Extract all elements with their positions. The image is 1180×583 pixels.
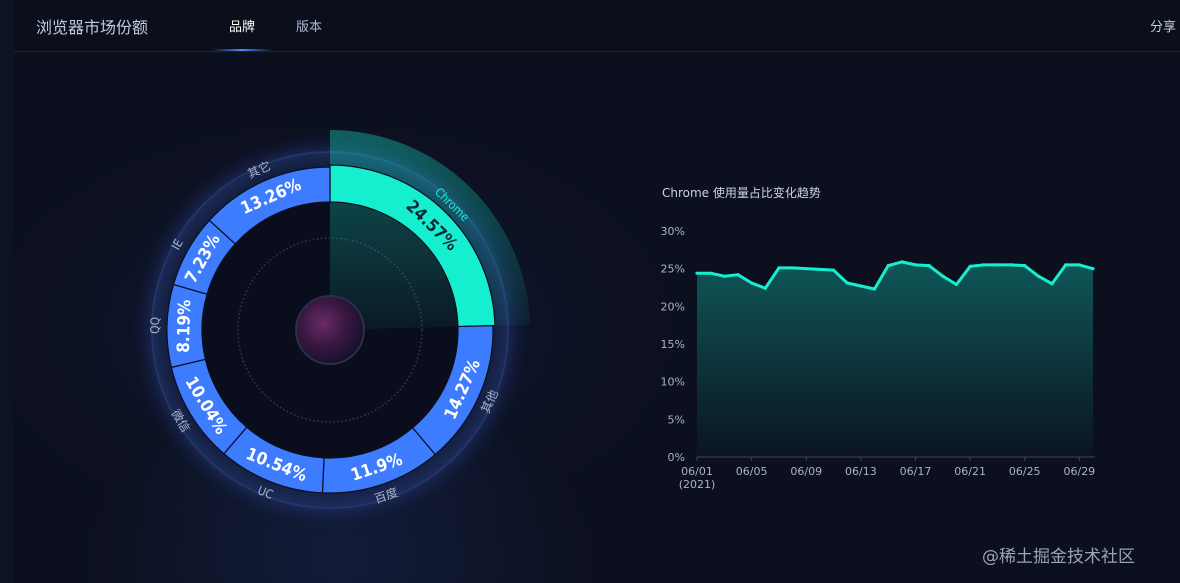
data-point[interactable] [831,268,836,272]
slice-name-label: QQ [148,317,162,334]
data-point[interactable] [818,267,822,272]
data-point[interactable] [695,271,699,275]
data-point[interactable] [777,266,781,270]
share-button[interactable]: 分享 [1149,20,1176,35]
data-point[interactable] [750,281,754,285]
data-point[interactable] [954,282,959,287]
data-point[interactable] [736,273,740,277]
active-tab-indicator [212,49,272,51]
y-tick-label: 25% [661,263,685,276]
y-tick-label: 0% [668,451,685,464]
x-tick-label: 06/29 [1063,465,1095,478]
data-point[interactable] [1009,263,1013,267]
y-tick-label: 20% [661,300,685,313]
x-tick-label: 06/17 [900,465,932,478]
y-tick-label: 30% [661,225,685,238]
y-tick-label: 15% [661,338,685,351]
data-point[interactable] [722,274,726,278]
data-point[interactable] [941,274,945,278]
data-point[interactable] [790,266,795,270]
slice-value-label: 8.19% [174,299,195,353]
tab-version[interactable]: 版本 [296,20,323,35]
data-point[interactable] [1091,267,1095,271]
tab-brand[interactable]: 品牌 [229,20,256,35]
x-tick-label: 06/05 [736,465,768,478]
slice-name-label: 百度 [372,484,400,506]
donut-slice-1[interactable] [329,164,496,328]
app-title: 浏览器市场份额 [36,18,149,37]
slice-name-label: UC [256,483,276,502]
x-tick-label: 06/09 [790,465,822,478]
data-point[interactable] [859,284,863,288]
browser-share-donut-chart: 24.57%Chrome14.27%其他11.9%百度10.54%UC10.04… [130,130,530,530]
line-chart-title: Chrome 使用量占比变化趋势 [662,186,821,200]
watermark-text: @稀土掘金技术社区 [982,547,1135,567]
data-point[interactable] [804,267,808,271]
data-point[interactable] [1050,282,1054,286]
data-point[interactable] [982,263,986,267]
y-tick-label: 5% [668,413,685,426]
y-tick-label: 10% [661,376,685,389]
area-fill [697,261,1093,457]
data-point[interactable] [995,263,1000,267]
data-point[interactable] [900,260,904,264]
data-point[interactable] [845,281,849,285]
data-point[interactable] [763,286,767,290]
center-orb [295,295,365,365]
data-point[interactable] [927,264,931,268]
data-point[interactable] [1036,274,1040,278]
data-point[interactable] [1064,263,1068,267]
data-point[interactable] [709,271,713,275]
data-point[interactable] [968,264,972,269]
data-point[interactable] [872,287,877,291]
data-point[interactable] [1023,264,1027,268]
x-tick-label: 06/01 [681,465,713,478]
x-tick-label: 06/25 [1009,465,1041,478]
x-tick-label: 06/21 [954,465,986,478]
donut-slice-8[interactable] [208,166,331,245]
x-tick-label: 06/13 [845,465,877,478]
data-point[interactable] [1077,263,1081,267]
x-tick-sublabel: (2021) [679,478,716,491]
series-line [697,260,1094,291]
data-point[interactable] [913,263,918,267]
left-edge-bar [0,0,14,583]
data-point[interactable] [886,264,890,268]
